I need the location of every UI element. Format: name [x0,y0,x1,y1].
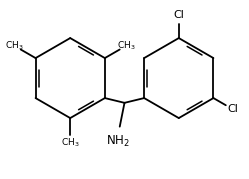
Text: NH$_2$: NH$_2$ [106,134,130,149]
Text: CH$_3$: CH$_3$ [117,39,136,52]
Text: Cl: Cl [173,10,184,20]
Text: CH$_3$: CH$_3$ [5,39,23,52]
Text: Cl: Cl [228,105,239,115]
Text: CH$_3$: CH$_3$ [61,137,79,149]
